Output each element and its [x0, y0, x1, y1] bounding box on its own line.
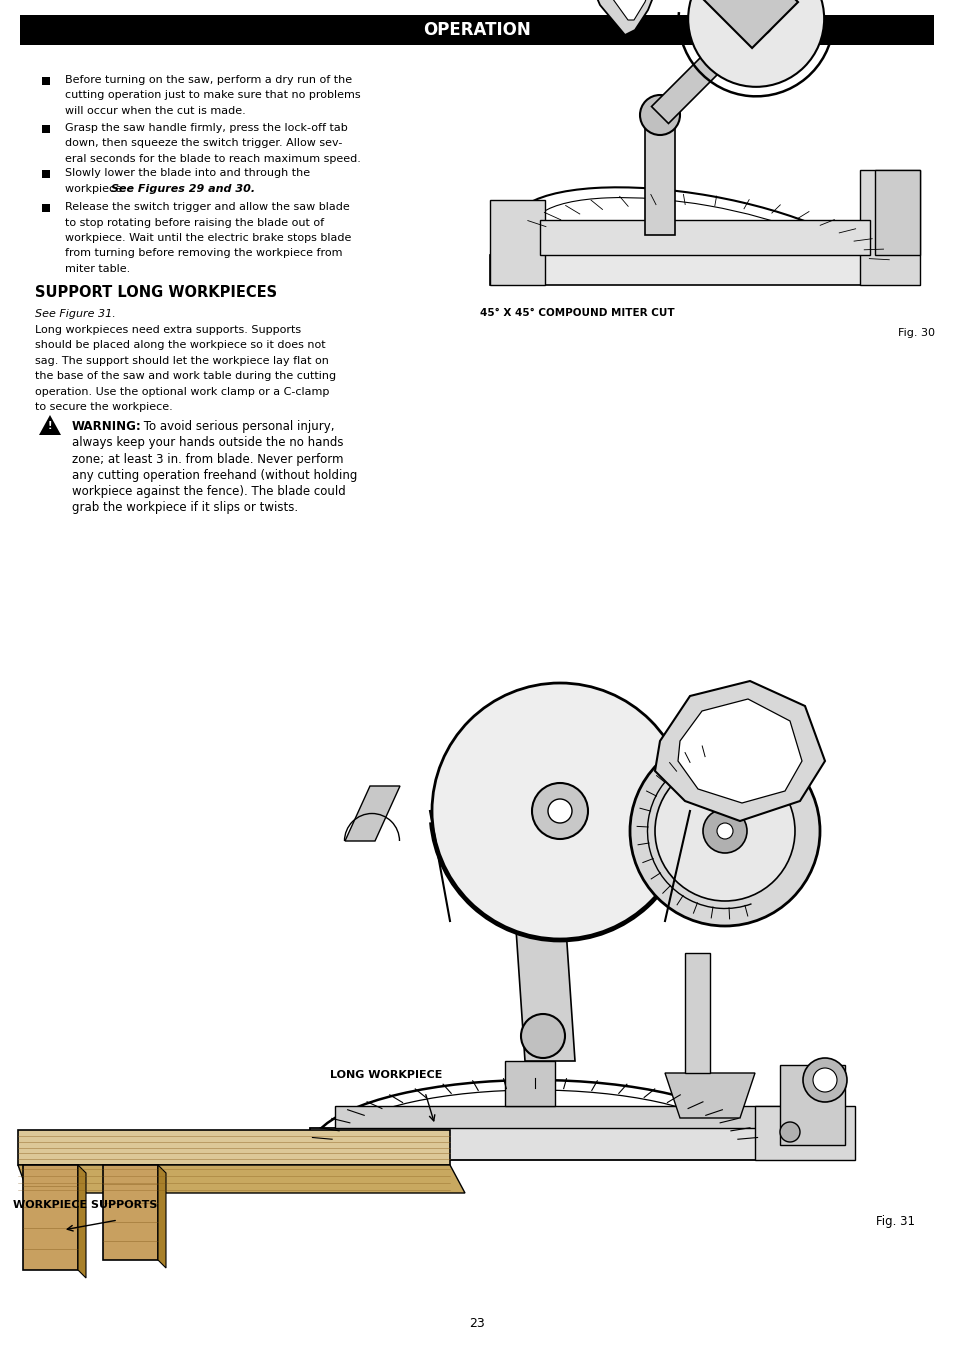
Polygon shape [23, 1165, 78, 1270]
Text: WARNING:: WARNING: [71, 420, 142, 434]
Polygon shape [78, 1165, 86, 1278]
Text: !: ! [48, 421, 52, 431]
Text: any cutting operation freehand (without holding: any cutting operation freehand (without … [71, 469, 357, 482]
Text: eral seconds for the blade to reach maximum speed.: eral seconds for the blade to reach maxi… [65, 154, 360, 164]
Text: to secure the workpiece.: to secure the workpiece. [35, 402, 172, 412]
Polygon shape [644, 110, 675, 234]
Bar [42, 125, 51, 133]
Text: WORKPIECE SUPPORTS: WORKPIECE SUPPORTS [13, 1201, 157, 1210]
Text: Slowly lower the blade into and through the: Slowly lower the blade into and through … [65, 168, 310, 178]
Bar [684, 953, 709, 1073]
Polygon shape [490, 255, 919, 285]
Polygon shape [651, 0, 781, 123]
Polygon shape [39, 415, 61, 435]
Bar [42, 77, 51, 85]
Text: should be placed along the workpiece so it does not: should be placed along the workpiece so … [35, 340, 325, 351]
Circle shape [717, 822, 732, 839]
Circle shape [547, 799, 572, 822]
Circle shape [520, 1014, 564, 1058]
Bar [691, 0, 798, 47]
Polygon shape [158, 1165, 166, 1268]
Text: cutting operation just to make sure that no problems: cutting operation just to make sure that… [65, 91, 360, 100]
Polygon shape [678, 699, 801, 804]
Polygon shape [539, 220, 869, 255]
Circle shape [780, 1122, 800, 1142]
Circle shape [738, 1, 773, 37]
Text: See Figure 31.: See Figure 31. [35, 309, 115, 318]
Text: from turning before removing the workpiece from: from turning before removing the workpie… [65, 248, 342, 259]
Polygon shape [655, 682, 824, 821]
Polygon shape [490, 201, 544, 285]
Text: Fig. 30: Fig. 30 [897, 328, 934, 337]
Circle shape [639, 95, 679, 136]
Circle shape [655, 762, 794, 901]
Bar [754, 1106, 854, 1160]
Text: OPERATION: OPERATION [423, 20, 530, 39]
Circle shape [802, 1058, 846, 1102]
Text: to stop rotating before raising the blade out of: to stop rotating before raising the blad… [65, 218, 324, 228]
Circle shape [702, 809, 746, 854]
Bar [42, 203, 51, 213]
Circle shape [687, 0, 823, 87]
Text: 23: 23 [469, 1317, 484, 1331]
Text: 45° X 45° COMPOUND MITER CUT: 45° X 45° COMPOUND MITER CUT [479, 308, 674, 318]
Text: operation. Use the optional work clamp or a C-clamp: operation. Use the optional work clamp o… [35, 388, 329, 397]
Polygon shape [103, 1165, 158, 1260]
Text: LONG WORKPIECE: LONG WORKPIECE [330, 1070, 442, 1080]
Polygon shape [18, 1165, 464, 1192]
Text: sag. The support should let the workpiece lay flat on: sag. The support should let the workpiec… [35, 356, 329, 366]
Text: Fig. 31: Fig. 31 [875, 1215, 914, 1228]
Polygon shape [859, 169, 919, 285]
Bar [780, 1065, 844, 1145]
Text: zone; at least 3 in. from blade. Never perform: zone; at least 3 in. from blade. Never p… [71, 453, 343, 466]
Circle shape [432, 683, 687, 939]
Polygon shape [345, 786, 399, 841]
Text: Grasp the saw handle firmly, press the lock-off tab: Grasp the saw handle firmly, press the l… [65, 123, 348, 133]
Polygon shape [874, 169, 919, 255]
Circle shape [532, 783, 587, 839]
Text: Long workpieces need extra supports. Supports: Long workpieces need extra supports. Sup… [35, 325, 301, 335]
Circle shape [629, 736, 820, 925]
Text: grab the workpiece if it slips or twists.: grab the workpiece if it slips or twists… [71, 501, 297, 515]
Polygon shape [18, 1130, 450, 1165]
Bar [42, 169, 51, 179]
Bar [20, 15, 933, 45]
Polygon shape [510, 841, 575, 1061]
Bar [310, 1127, 849, 1160]
Polygon shape [584, 0, 661, 35]
Polygon shape [664, 1073, 754, 1118]
Text: To avoid serious personal injury,: To avoid serious personal injury, [140, 420, 335, 434]
Text: Release the switch trigger and allow the saw blade: Release the switch trigger and allow the… [65, 202, 350, 211]
Text: always keep your hands outside the no hands: always keep your hands outside the no ha… [71, 436, 343, 450]
Bar [335, 1106, 814, 1127]
Text: workpiece against the fence). The blade could: workpiece against the fence). The blade … [71, 485, 345, 499]
Text: down, then squeeze the switch trigger. Allow sev-: down, then squeeze the switch trigger. A… [65, 138, 342, 149]
Text: the base of the saw and work table during the cutting: the base of the saw and work table durin… [35, 371, 335, 382]
Text: workpiece.: workpiece. [65, 183, 129, 194]
Bar [504, 1061, 555, 1106]
Circle shape [812, 1068, 836, 1092]
Text: Before turning on the saw, perform a dry run of the: Before turning on the saw, perform a dry… [65, 75, 352, 85]
Text: will occur when the cut is made.: will occur when the cut is made. [65, 106, 246, 117]
Text: See Figures 29 and 30.: See Figures 29 and 30. [111, 183, 254, 194]
Polygon shape [601, 0, 655, 20]
Text: SUPPORT LONG WORKPIECES: SUPPORT LONG WORKPIECES [35, 285, 276, 299]
Text: miter table.: miter table. [65, 264, 131, 274]
Text: workpiece. Wait until the electric brake stops blade: workpiece. Wait until the electric brake… [65, 233, 351, 243]
